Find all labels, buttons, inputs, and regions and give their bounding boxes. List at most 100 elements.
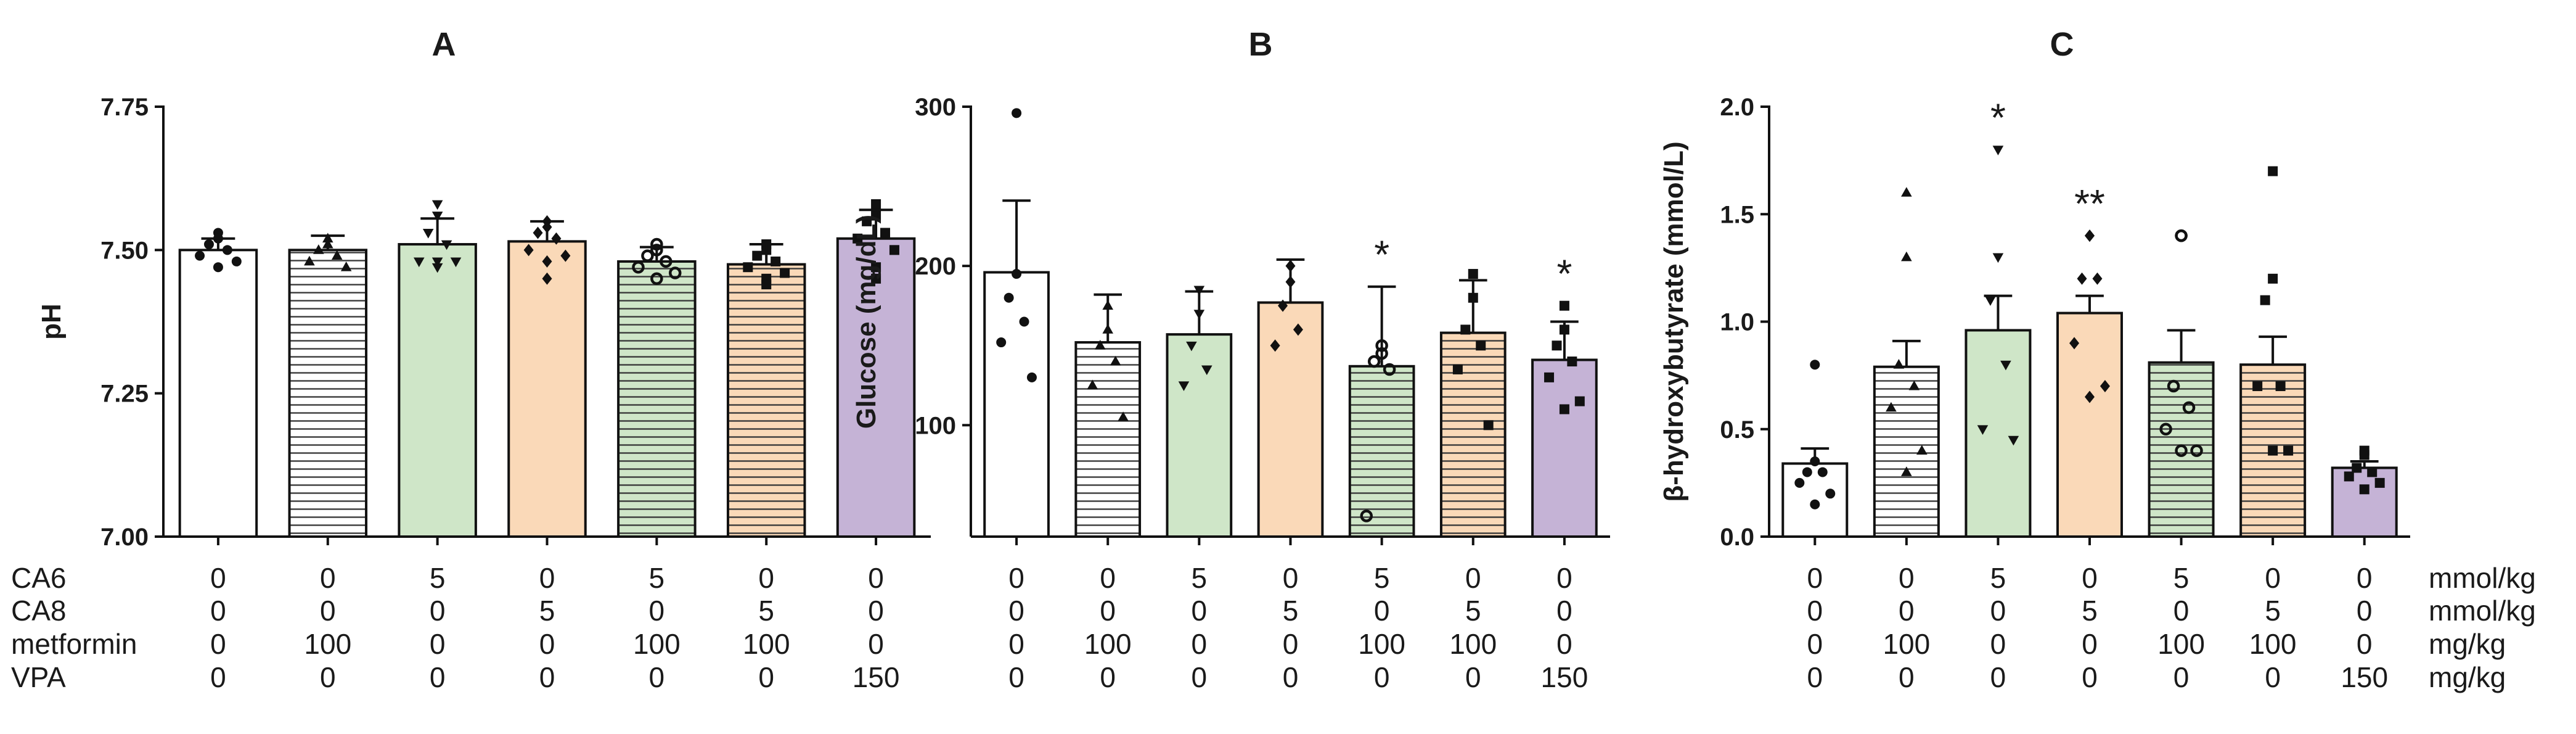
- bar-group-4: [1259, 303, 1323, 537]
- data-point: [1369, 357, 1379, 366]
- treatment-value: 5: [649, 562, 665, 594]
- bar-group-4: [2058, 313, 2122, 537]
- treatment-value: 0: [1008, 628, 1024, 660]
- treatment-value: 0: [2357, 595, 2373, 627]
- treatment-value: 5: [1283, 595, 1299, 627]
- bar-group-5: [618, 262, 695, 537]
- treatment-value: 0: [210, 661, 226, 693]
- data-point: [1802, 467, 1812, 477]
- treatment-value: 5: [2265, 595, 2281, 627]
- treatment-value: 0: [1990, 628, 2006, 660]
- treatment-value: 0: [2082, 661, 2098, 693]
- treatment-value: 0: [1990, 595, 2006, 627]
- treatment-value: 100: [1449, 628, 1497, 660]
- treatment-value: 5: [2082, 595, 2098, 627]
- data-point: [232, 257, 242, 266]
- data-point: [2268, 167, 2278, 176]
- data-point: [2260, 295, 2270, 305]
- data-point: [2252, 381, 2262, 391]
- row-label-metformin: metformin: [11, 628, 137, 660]
- treatment-value: 5: [2173, 562, 2190, 594]
- data-point: [432, 200, 443, 210]
- treatment-value: 100: [2249, 628, 2297, 660]
- data-point: [1985, 296, 1996, 306]
- data-point: [2092, 273, 2102, 285]
- data-point: [1004, 293, 1014, 303]
- treatment-value: 0: [2357, 562, 2373, 594]
- data-point: [642, 251, 652, 261]
- bar-group-6: [728, 265, 805, 537]
- chart-panel-b: BGlucose (mg/dL) 100200300000000100050000…: [851, 26, 1610, 693]
- data-point: [2177, 231, 2186, 241]
- treatment-value: 0: [210, 595, 226, 627]
- treatment-value: 0: [539, 562, 555, 594]
- treatment-value: 0: [2173, 661, 2190, 693]
- significance-marker: *: [1556, 252, 1572, 296]
- treatment-value: 0: [1807, 661, 1823, 693]
- bar-group-1: [984, 272, 1049, 537]
- data-point: [204, 239, 214, 249]
- treatment-value: 100: [2157, 628, 2205, 660]
- treatment-value: 0: [1556, 595, 1572, 627]
- treatment-value: 0: [430, 595, 446, 627]
- bar-group-2: [1875, 367, 1939, 537]
- treatment-value: 0: [649, 661, 665, 693]
- bar-group-3: [1167, 334, 1232, 537]
- bar-group-6: [1441, 333, 1505, 537]
- treatment-value: 0: [320, 595, 336, 627]
- treatment-value: 150: [1541, 661, 1589, 693]
- treatment-value: 0: [1807, 628, 1823, 660]
- unit-label: mg/kg: [2429, 628, 2506, 660]
- treatment-value: 0: [320, 562, 336, 594]
- treatment-value: 5: [430, 562, 446, 594]
- panel-title: C: [2050, 26, 2074, 63]
- data-point: [996, 337, 1006, 347]
- treatment-value: 0: [1192, 661, 1208, 693]
- data-point: [2268, 274, 2278, 284]
- treatment-value: 0: [2265, 562, 2281, 594]
- data-point: [1567, 357, 1577, 366]
- treatment-value: 0: [430, 628, 446, 660]
- significance-marker: **: [2074, 181, 2105, 226]
- chart-panel-c: Cβ-hydroxybutyrate (mmol/L)0.00.51.01.52…: [1659, 26, 2410, 693]
- treatment-value: 0: [1283, 661, 1299, 693]
- data-point: [2085, 229, 2095, 242]
- y-axis-title: pH: [36, 303, 67, 340]
- panel-title: A: [432, 26, 456, 63]
- data-point: [1476, 340, 1486, 350]
- chart-panel-a: ApH7.007.257.507.75000000100050000500501…: [36, 26, 931, 693]
- panel-title: B: [1249, 26, 1273, 63]
- treatment-value: 0: [1374, 661, 1390, 693]
- data-point: [223, 245, 232, 255]
- y-tick-label: 7.75: [100, 94, 149, 121]
- data-point: [1901, 252, 1912, 262]
- data-point: [1993, 254, 2004, 263]
- data-point: [1544, 373, 1554, 382]
- treatment-value: 0: [2357, 628, 2373, 660]
- bar-group-7: [2333, 468, 2397, 537]
- y-tick-label: 200: [915, 253, 956, 280]
- data-point: [195, 251, 205, 261]
- treatment-value: 0: [868, 628, 884, 660]
- y-tick-label: 100: [915, 412, 956, 439]
- treatment-value: 0: [1899, 595, 1915, 627]
- treatment-value: 0: [868, 595, 884, 627]
- treatment-value: 0: [649, 595, 665, 627]
- data-point: [2344, 471, 2354, 481]
- treatment-value: 100: [633, 628, 681, 660]
- y-tick-label: 7.50: [100, 237, 149, 264]
- unit-label: mmol/kg: [2429, 562, 2536, 594]
- y-tick-label: 7.25: [100, 381, 149, 408]
- treatment-value: 0: [1556, 628, 1572, 660]
- data-point: [1894, 359, 1905, 369]
- treatment-value: 0: [1556, 562, 1572, 594]
- y-tick-label: 1.0: [1720, 309, 1754, 336]
- data-point: [1484, 420, 1494, 430]
- y-tick-label: 0.0: [1720, 524, 1754, 551]
- treatment-value: 0: [2265, 661, 2281, 693]
- data-point: [2077, 273, 2087, 285]
- treatment-value: 0: [1008, 661, 1024, 693]
- treatment-value: 0: [1100, 595, 1116, 627]
- row-label-vpa: VPA: [11, 661, 66, 693]
- treatment-value: 0: [1374, 595, 1390, 627]
